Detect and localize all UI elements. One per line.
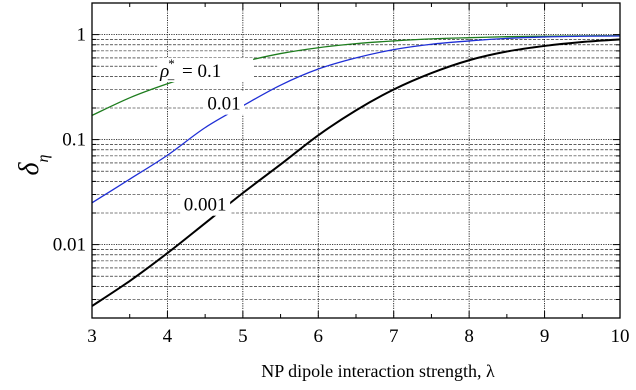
series-label-2: 0.01 <box>207 94 240 115</box>
y-axis-title: δη <box>14 154 52 175</box>
axis-ticks: 3 4 5 6 7 8 9 10 0.01 0.1 1 <box>53 2 630 347</box>
x-tick-label: 8 <box>464 326 474 347</box>
y-tick-label: 0.1 <box>62 130 86 151</box>
series-label-bg <box>180 191 231 216</box>
series-label-1: = 0.1 <box>177 61 221 82</box>
y-tick-label: 0.01 <box>53 235 86 256</box>
series-labels: ρ* – = 0.1 0.01 0.001 <box>157 56 254 216</box>
x-tick-label: 7 <box>389 326 399 347</box>
series-label-3: 0.001 <box>184 195 227 216</box>
x-tick-label: 10 <box>611 326 630 347</box>
y-axis-title-main: δ <box>14 161 45 175</box>
grid <box>92 2 620 319</box>
x-tick-label: 9 <box>540 326 550 347</box>
series-line-3 <box>92 38 620 307</box>
plot-frame <box>91 2 621 319</box>
x-axis-title: NP dipole interaction strength, λ <box>261 361 495 381</box>
series-label-bg <box>157 58 254 83</box>
x-tick-label: 6 <box>314 326 324 347</box>
rho-subscript: – <box>167 71 175 86</box>
x-tick-label: 4 <box>163 326 173 347</box>
x-tick-label: 3 <box>87 326 97 347</box>
rho-symbol: ρ <box>159 61 169 82</box>
series-label-rho: ρ* – = 0.1 <box>159 56 221 86</box>
rho-superscript: * <box>168 56 175 71</box>
y-tick-label: 1 <box>77 25 87 46</box>
series-line-2 <box>92 35 620 204</box>
series-label-bg <box>204 90 244 115</box>
y-axis-title-sub: η <box>35 154 52 162</box>
x-tick-label: 5 <box>238 326 248 347</box>
